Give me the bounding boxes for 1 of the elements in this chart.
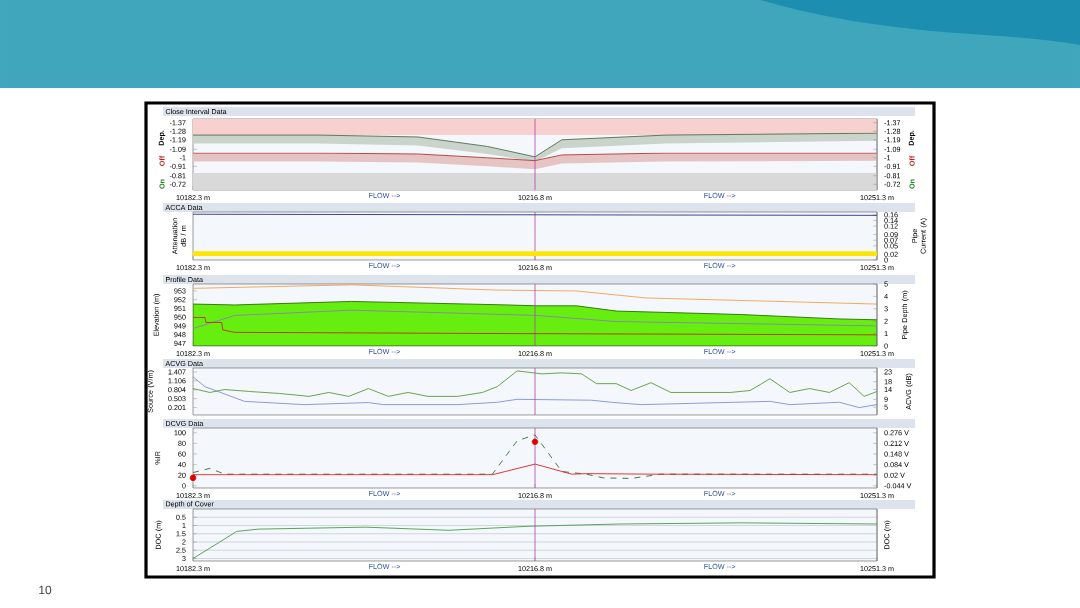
text: 10 [39,585,52,595]
